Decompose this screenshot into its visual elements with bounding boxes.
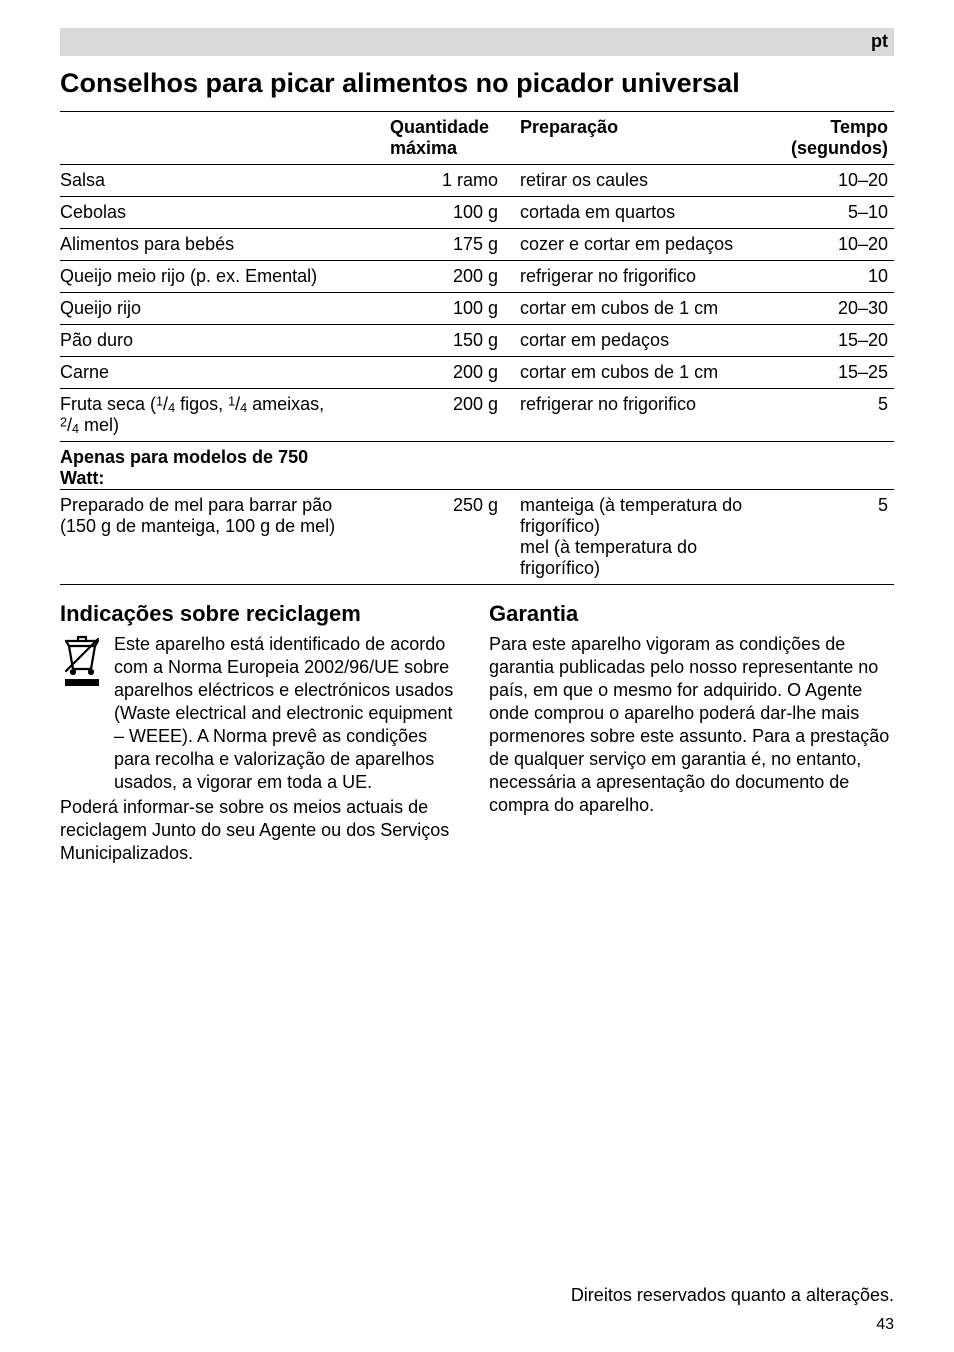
header-bar: pt — [60, 28, 894, 56]
cell-item: Salsa — [60, 165, 390, 197]
fruit-prefix: Fruta seca ( — [60, 394, 156, 414]
recycling-heading: Indicações sobre reciclagem — [60, 601, 465, 627]
cell-prep: refrigerar no frigorifico — [520, 389, 764, 442]
page-number: 43 — [876, 1316, 894, 1334]
footer-note: Direitos reservados quanto a alterações. — [60, 1285, 894, 1306]
cell-item: Carne — [60, 357, 390, 389]
warranty-p1: Para este aparelho vigoram as condições … — [489, 633, 894, 817]
cell-qty: 200 g — [390, 357, 520, 389]
cell-prep: refrigerar no frigorifico — [520, 261, 764, 293]
th-item — [60, 112, 390, 165]
section-title-row: Apenas para modelos de 750 Watt: — [60, 442, 894, 490]
cell-time: 15–25 — [764, 357, 894, 389]
weee-icon — [60, 633, 104, 796]
th-prep: Preparação — [520, 112, 764, 165]
recycling-p2: Poderá informar-se sobre os meios actuai… — [60, 796, 465, 865]
table-row: Queijo rijo 100 g cortar em cubos de 1 c… — [60, 293, 894, 325]
cell-time: 10–20 — [764, 229, 894, 261]
fraction: 2/4 — [60, 415, 79, 435]
cell-prep: cozer e cortar em pedaços — [520, 229, 764, 261]
cell-qty: 200 g — [390, 261, 520, 293]
cell-time: 5–10 — [764, 197, 894, 229]
table-row: Alimentos para bebés 175 g cozer e corta… — [60, 229, 894, 261]
cell-prep: cortar em cubos de 1 cm — [520, 293, 764, 325]
recycling-p1: Este aparelho está identificado de acord… — [114, 633, 465, 794]
cell-qty: 100 g — [390, 197, 520, 229]
cell-qty: 175 g — [390, 229, 520, 261]
table-row: Salsa 1 ramo retirar os caules 10–20 — [60, 165, 894, 197]
section-title: Apenas para modelos de 750 Watt: — [60, 447, 320, 489]
table-row: Queijo meio rijo (p. ex. Emental) 200 g … — [60, 261, 894, 293]
cell-prep: retirar os caules — [520, 165, 764, 197]
page-title: Conselhos para picar alimentos no picado… — [60, 68, 894, 99]
header-lang: pt — [871, 31, 888, 52]
table-row: Cebolas 100 g cortada em quartos 5–10 — [60, 197, 894, 229]
cell-time: 15–20 — [764, 325, 894, 357]
weee-bar-icon — [65, 679, 99, 686]
recycling-section: Indicações sobre reciclagem Este aparelh… — [60, 601, 465, 867]
warranty-heading: Garantia — [489, 601, 894, 627]
cell-prep: cortar em pedaços — [520, 325, 764, 357]
chopping-table: Quantidade máxima Preparação Tempo (segu… — [60, 111, 894, 585]
cell-time: 10 — [764, 261, 894, 293]
cell-item: Pão duro — [60, 325, 390, 357]
cell-time: 10–20 — [764, 165, 894, 197]
cell-time: 5 — [764, 490, 894, 585]
cell-item: Alimentos para bebés — [60, 229, 390, 261]
cell-qty: 150 g — [390, 325, 520, 357]
cell-item: Fruta seca (1/4 figos, 1/4 ameixas, 2/4 … — [60, 389, 390, 442]
th-time: Tempo (segundos) — [764, 112, 894, 165]
th-qty: Quantidade máxima — [390, 112, 520, 165]
cell-item: Cebolas — [60, 197, 390, 229]
table-row: Fruta seca (1/4 figos, 1/4 ameixas, 2/4 … — [60, 389, 894, 442]
cell-qty: 1 ramo — [390, 165, 520, 197]
table-row: Carne 200 g cortar em cubos de 1 cm 15–2… — [60, 357, 894, 389]
cell-prep: cortar em cubos de 1 cm — [520, 357, 764, 389]
cell-qty: 250 g — [390, 490, 520, 585]
fraction: 1/4 — [156, 394, 175, 414]
cell-time: 20–30 — [764, 293, 894, 325]
cell-item: Queijo rijo — [60, 293, 390, 325]
cell-qty: 100 g — [390, 293, 520, 325]
cell-item: Queijo meio rijo (p. ex. Emental) — [60, 261, 390, 293]
cell-prep: cortada em quartos — [520, 197, 764, 229]
cell-item: Preparado de mel para barrar pão (150 g … — [60, 490, 390, 585]
fraction: 1/4 — [228, 394, 247, 414]
warranty-section: Garantia Para este aparelho vigoram as c… — [489, 601, 894, 867]
table-row: Pão duro 150 g cortar em pedaços 15–20 — [60, 325, 894, 357]
cell-prep: manteiga (à temperatura do frigorífico) … — [520, 490, 764, 585]
cell-time: 5 — [764, 389, 894, 442]
cell-qty: 200 g — [390, 389, 520, 442]
table-row: Preparado de mel para barrar pão (150 g … — [60, 490, 894, 585]
